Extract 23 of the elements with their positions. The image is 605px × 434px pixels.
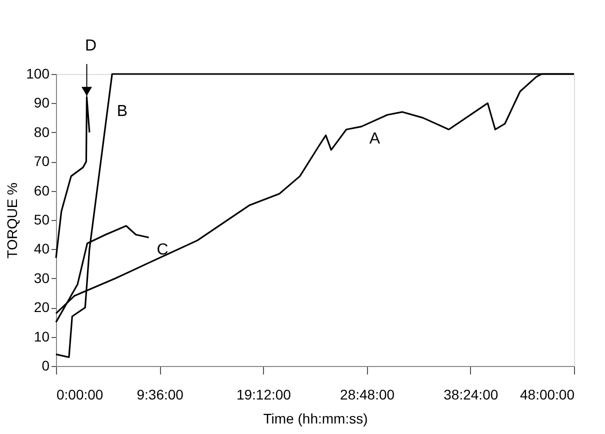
x-tick-label: 28:48:00 — [340, 386, 395, 402]
x-tick-label: 48:00:00 — [520, 386, 575, 402]
y-tick-label: 80 — [34, 124, 50, 140]
annotation: A — [369, 130, 380, 148]
y-tick-label: 0 — [42, 358, 50, 374]
x-tick-label: 38:24:00 — [444, 386, 498, 402]
y-tick-label: 20 — [34, 299, 50, 316]
x-axis-title: Time (hh:mm:ss) — [263, 410, 368, 426]
annotation: B — [116, 103, 128, 120]
annotation: C — [156, 242, 168, 259]
y-tick-label: 50 — [34, 212, 50, 228]
y-tick-label: 70 — [34, 153, 50, 170]
x-tick-label: 0:00:00 — [56, 386, 104, 402]
y-tick-label: 60 — [34, 182, 50, 198]
y-axis-title: TORQUE % — [4, 182, 20, 258]
y-tick-label: 90 — [34, 94, 50, 111]
y-tick-label: 30 — [34, 270, 50, 286]
x-tick-label: 9:36:00 — [136, 386, 184, 402]
y-tick-label: 100 — [26, 66, 50, 82]
y-tick-label: 40 — [34, 240, 50, 257]
annotation: D — [84, 37, 97, 54]
x-tick-label: 19:12:00 — [236, 386, 292, 402]
y-tick-label: 10 — [34, 328, 50, 344]
